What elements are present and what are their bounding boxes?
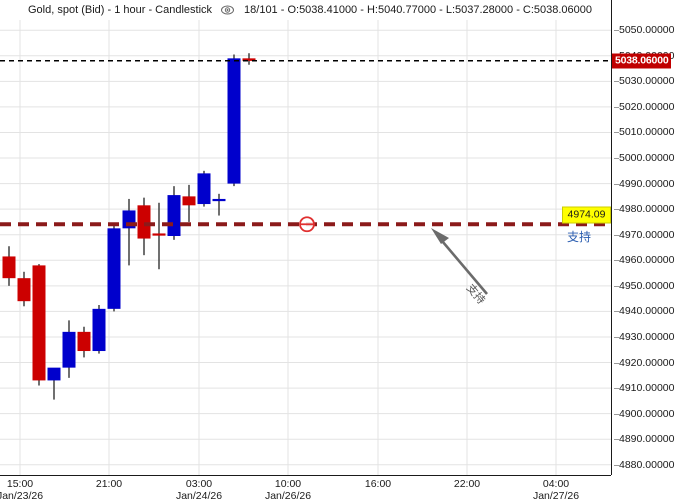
candlestick [32, 264, 46, 386]
ohlc-readout: 18/101 - O:5038.41000 - H:5040.77000 - L… [244, 4, 593, 16]
candlestick [77, 326, 91, 358]
time-tick-time: 22:00 [453, 478, 481, 490]
chart-title: Gold, spot (Bid) - 1 hour - Candlestick [28, 4, 213, 16]
price-axis[interactable]: 5050.000005040.000005030.000005020.00000… [611, 0, 685, 504]
price-tick-mark [614, 183, 619, 185]
price-tick-mark [614, 413, 619, 415]
time-tick: 03:00 Jan/24/26 [176, 478, 222, 502]
price-tick-mark [614, 362, 619, 364]
candlestick [197, 170, 211, 207]
time-axis[interactable]: 15:00 Jan/23/26 21:00 03:00 Jan/24/26 10:00 Ja… [0, 475, 611, 504]
price-tick-mark [614, 311, 619, 313]
time-tick-date: Jan/23/26 [0, 490, 44, 502]
candlestick [167, 186, 181, 240]
time-axis-border [0, 475, 611, 476]
price-tick: 4980.00000 [614, 203, 674, 215]
candlestick-svg: 支持 [0, 20, 611, 475]
time-tick: 04:00 Jan/27/26 [533, 478, 579, 502]
price-tick: 4890.00000 [614, 433, 674, 445]
candlestick [92, 305, 106, 354]
candlestick [17, 271, 31, 307]
chart-plot-area[interactable]: 支持 [0, 20, 611, 475]
time-tick-time: 21:00 [95, 478, 123, 490]
time-tick-time: 03:00 [185, 478, 213, 490]
time-tick: 10:00 Jan/26/26 [265, 478, 311, 502]
price-tick: 5050.00000 [614, 24, 674, 36]
time-tick: 15:00 Jan/23/26 [0, 478, 43, 502]
price-tick: 4950.00000 [614, 280, 674, 292]
time-tick-time: 10:00 [274, 478, 302, 490]
price-tick: 4880.00000 [614, 459, 674, 471]
time-tick-time: 04:00 [542, 478, 570, 490]
time-tick-time: 16:00 [364, 478, 392, 490]
price-tick-mark [614, 209, 619, 211]
candle-series [2, 53, 256, 400]
support-handle-marker[interactable] [299, 216, 315, 233]
price-tick-mark [614, 158, 619, 160]
time-tick: 16:00 [365, 478, 391, 490]
candlestick [47, 367, 61, 400]
price-tick-mark [614, 439, 619, 441]
price-tick: 4900.00000 [614, 408, 674, 420]
time-tick: 22:00 [454, 478, 480, 490]
support-label: 支持 [567, 230, 592, 245]
vertical-gridlines [19, 20, 557, 475]
price-tick-mark [614, 132, 619, 134]
chart-header: Gold, spot (Bid) - 1 hour - Candlestick … [0, 0, 685, 20]
time-tick-date: Jan/24/26 [175, 490, 223, 502]
candlestick [2, 246, 16, 286]
price-tick: 4990.00000 [614, 178, 674, 190]
support-price-badge[interactable]: 4974.09 [562, 206, 611, 224]
candlestick [242, 53, 256, 65]
candlestick [227, 54, 241, 187]
price-tick: 5010.00000 [614, 126, 674, 138]
price-tick-mark [614, 285, 619, 287]
price-tick: 4930.00000 [614, 331, 674, 343]
time-tick-time: 15:00 [6, 478, 34, 490]
candlestick [152, 202, 166, 270]
price-tick-mark [614, 234, 619, 236]
time-tick-date: Jan/27/26 [532, 490, 580, 502]
candlestick [62, 320, 76, 378]
price-tick-mark [614, 336, 619, 338]
support-arrow [431, 228, 488, 295]
horizontal-gridlines [0, 29, 611, 466]
price-axis-border [611, 0, 612, 475]
price-tick: 5020.00000 [614, 101, 674, 113]
candlestick [182, 184, 196, 222]
price-tick-mark [614, 106, 619, 108]
eye-icon[interactable] [221, 5, 235, 15]
price-tick: 4920.00000 [614, 357, 674, 369]
time-tick: 21:00 [96, 478, 122, 490]
price-tick: 4910.00000 [614, 382, 674, 394]
current-price-badge: 5038.06000 [612, 53, 672, 69]
price-tick-mark [614, 260, 619, 262]
candlestick [212, 193, 226, 216]
price-tick-mark [614, 388, 619, 390]
price-tick: 5000.00000 [614, 152, 674, 164]
price-tick: 5030.00000 [614, 75, 674, 87]
time-tick-date: Jan/26/26 [264, 490, 312, 502]
candlestick [137, 197, 151, 256]
price-tick: 4940.00000 [614, 305, 674, 317]
price-tick-mark [614, 81, 619, 83]
price-tick-mark [614, 30, 619, 32]
price-tick-mark [614, 464, 619, 466]
price-tick: 4970.00000 [614, 229, 674, 241]
candlestick [107, 224, 121, 312]
price-tick: 4960.00000 [614, 254, 674, 266]
